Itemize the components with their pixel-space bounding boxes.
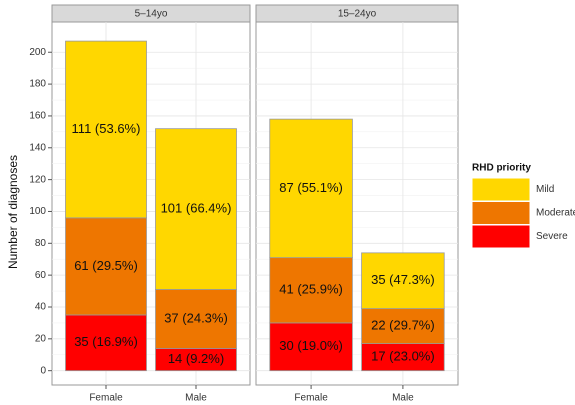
bar-segment [361,308,445,345]
legend-key [471,224,531,249]
y-axis-label: Number of diagnoses [6,155,20,269]
value-label: 17 (23.0%) [371,349,435,364]
bar-segment [269,322,353,372]
strip [255,4,459,23]
legend-key [471,201,531,225]
y-tick-label: 120 [29,174,46,185]
strip [51,4,251,23]
bar-segment [155,289,237,349]
bar-segment [269,118,353,259]
legend-label: Moderate [536,208,575,219]
value-label: 14 (9.2%) [168,351,224,366]
y-tick-label: 60 [35,270,47,281]
value-label: 61 (29.5%) [74,258,138,273]
x-tick-label: Male [392,393,414,404]
value-label: 22 (29.7%) [371,318,435,333]
value-label: 111 (53.6%) [72,121,141,136]
value-label: 30 (19.0%) [279,338,343,353]
y-tick-label: 180 [29,79,46,90]
bar-segment [269,257,353,324]
bar-segment [65,217,147,316]
legend-title: RHD priority [472,163,531,174]
strip-label: 5–14yo [135,9,168,20]
bar-segment [361,343,445,372]
x-tick-label: Female [294,393,328,404]
value-label: 41 (25.9%) [279,282,343,297]
y-tick-label: 80 [35,238,47,249]
y-tick-label: 0 [40,365,46,376]
y-tick-label: 20 [35,333,47,344]
bar-segment [361,252,445,309]
legend-label: Mild [536,184,554,195]
bar-segment [155,128,237,290]
y-tick-label: 100 [29,206,46,217]
value-label: 35 (16.9%) [74,334,138,349]
value-label: 101 (66.4%) [161,201,232,216]
legend-label: Severe [536,231,568,242]
value-label: 87 (55.1%) [279,180,343,195]
value-label: 37 (24.3%) [164,310,228,325]
value-label: 35 (47.3%) [371,272,435,287]
y-tick-label: 200 [29,47,46,58]
strip-label: 15–24yo [338,9,377,20]
y-tick-label: 160 [29,111,46,122]
y-tick-label: 140 [29,142,46,153]
bar-segment [65,40,147,219]
legend-key [471,177,531,202]
y-tick-label: 40 [35,302,47,313]
x-tick-label: Female [89,393,123,404]
x-tick-label: Male [185,393,207,404]
bar-segment [65,314,147,372]
